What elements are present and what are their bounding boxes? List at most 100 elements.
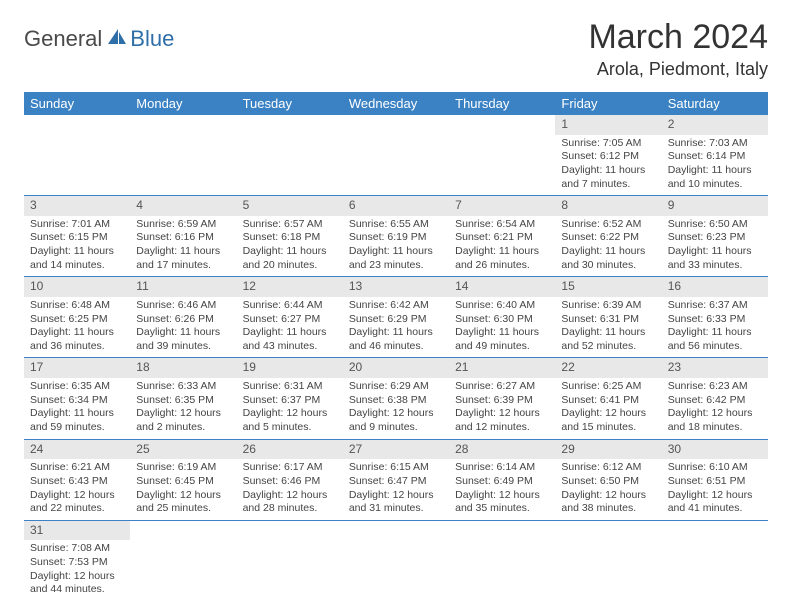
calendar-cell: [555, 520, 661, 601]
daylight-text: Daylight: 12 hours and 2 minutes.: [136, 407, 230, 434]
sunrise-text: Sunrise: 6:46 AM: [136, 299, 230, 313]
day-content: Sunrise: 6:12 AMSunset: 6:50 PMDaylight:…: [555, 459, 661, 520]
day-number: 9: [662, 196, 768, 216]
calendar-cell: 19Sunrise: 6:31 AMSunset: 6:37 PMDayligh…: [237, 358, 343, 439]
sunset-text: Sunset: 6:46 PM: [243, 475, 337, 489]
sunset-text: Sunset: 6:41 PM: [561, 394, 655, 408]
sunrise-text: Sunrise: 7:03 AM: [668, 137, 762, 151]
calendar-cell: 31Sunrise: 7:08 AMSunset: 7:53 PMDayligh…: [24, 520, 130, 601]
sunset-text: Sunset: 6:16 PM: [136, 231, 230, 245]
calendar-row: 31Sunrise: 7:08 AMSunset: 7:53 PMDayligh…: [24, 520, 768, 601]
daylight-text: Daylight: 12 hours and 41 minutes.: [668, 489, 762, 516]
sunrise-text: Sunrise: 6:15 AM: [349, 461, 443, 475]
day-content: Sunrise: 6:40 AMSunset: 6:30 PMDaylight:…: [449, 297, 555, 358]
calendar-cell: 18Sunrise: 6:33 AMSunset: 6:35 PMDayligh…: [130, 358, 236, 439]
calendar-cell: [237, 520, 343, 601]
day-content: Sunrise: 6:42 AMSunset: 6:29 PMDaylight:…: [343, 297, 449, 358]
calendar-cell: 1Sunrise: 7:05 AMSunset: 6:12 PMDaylight…: [555, 115, 661, 196]
sunset-text: Sunset: 6:14 PM: [668, 150, 762, 164]
calendar-table: SundayMondayTuesdayWednesdayThursdayFrid…: [24, 92, 768, 601]
day-number: 18: [130, 358, 236, 378]
day-number: 27: [343, 440, 449, 460]
day-number: 31: [24, 521, 130, 541]
day-content: Sunrise: 6:27 AMSunset: 6:39 PMDaylight:…: [449, 378, 555, 439]
daylight-text: Daylight: 11 hours and 49 minutes.: [455, 326, 549, 353]
calendar-cell: 17Sunrise: 6:35 AMSunset: 6:34 PMDayligh…: [24, 358, 130, 439]
sunset-text: Sunset: 6:30 PM: [455, 313, 549, 327]
calendar-cell: 28Sunrise: 6:14 AMSunset: 6:49 PMDayligh…: [449, 439, 555, 520]
daylight-text: Daylight: 12 hours and 25 minutes.: [136, 489, 230, 516]
weekday-header: Saturday: [662, 92, 768, 115]
day-content: Sunrise: 6:23 AMSunset: 6:42 PMDaylight:…: [662, 378, 768, 439]
sunrise-text: Sunrise: 6:57 AM: [243, 218, 337, 232]
sunset-text: Sunset: 6:51 PM: [668, 475, 762, 489]
day-number: 6: [343, 196, 449, 216]
sunset-text: Sunset: 6:29 PM: [349, 313, 443, 327]
daylight-text: Daylight: 11 hours and 56 minutes.: [668, 326, 762, 353]
sunset-text: Sunset: 6:25 PM: [30, 313, 124, 327]
day-number: 25: [130, 440, 236, 460]
daylight-text: Daylight: 12 hours and 44 minutes.: [30, 570, 124, 597]
daylight-text: Daylight: 11 hours and 17 minutes.: [136, 245, 230, 272]
sunset-text: Sunset: 6:45 PM: [136, 475, 230, 489]
day-content: Sunrise: 6:35 AMSunset: 6:34 PMDaylight:…: [24, 378, 130, 439]
calendar-head: SundayMondayTuesdayWednesdayThursdayFrid…: [24, 92, 768, 115]
sunset-text: Sunset: 6:49 PM: [455, 475, 549, 489]
daylight-text: Daylight: 12 hours and 5 minutes.: [243, 407, 337, 434]
sunrise-text: Sunrise: 6:17 AM: [243, 461, 337, 475]
daylight-text: Daylight: 12 hours and 22 minutes.: [30, 489, 124, 516]
sunrise-text: Sunrise: 7:01 AM: [30, 218, 124, 232]
calendar-body: 1Sunrise: 7:05 AMSunset: 6:12 PMDaylight…: [24, 115, 768, 601]
daylight-text: Daylight: 11 hours and 52 minutes.: [561, 326, 655, 353]
sunrise-text: Sunrise: 6:33 AM: [136, 380, 230, 394]
daylight-text: Daylight: 11 hours and 14 minutes.: [30, 245, 124, 272]
day-number: 5: [237, 196, 343, 216]
calendar-cell: [130, 115, 236, 196]
daylight-text: Daylight: 11 hours and 20 minutes.: [243, 245, 337, 272]
calendar-cell: [449, 520, 555, 601]
day-number: 20: [343, 358, 449, 378]
sunset-text: Sunset: 6:38 PM: [349, 394, 443, 408]
daylight-text: Daylight: 11 hours and 43 minutes.: [243, 326, 337, 353]
day-content: Sunrise: 6:39 AMSunset: 6:31 PMDaylight:…: [555, 297, 661, 358]
day-content: Sunrise: 6:33 AMSunset: 6:35 PMDaylight:…: [130, 378, 236, 439]
day-content: Sunrise: 6:29 AMSunset: 6:38 PMDaylight:…: [343, 378, 449, 439]
day-content: Sunrise: 6:46 AMSunset: 6:26 PMDaylight:…: [130, 297, 236, 358]
calendar-cell: [343, 520, 449, 601]
sunrise-text: Sunrise: 6:39 AM: [561, 299, 655, 313]
daylight-text: Daylight: 11 hours and 26 minutes.: [455, 245, 549, 272]
sunrise-text: Sunrise: 6:10 AM: [668, 461, 762, 475]
day-content: Sunrise: 6:59 AMSunset: 6:16 PMDaylight:…: [130, 216, 236, 277]
calendar-cell: 16Sunrise: 6:37 AMSunset: 6:33 PMDayligh…: [662, 277, 768, 358]
day-content: Sunrise: 6:52 AMSunset: 6:22 PMDaylight:…: [555, 216, 661, 277]
sunset-text: Sunset: 7:53 PM: [30, 556, 124, 570]
sunrise-text: Sunrise: 6:23 AM: [668, 380, 762, 394]
daylight-text: Daylight: 12 hours and 35 minutes.: [455, 489, 549, 516]
calendar-cell: [343, 115, 449, 196]
day-number: 15: [555, 277, 661, 297]
calendar-cell: 7Sunrise: 6:54 AMSunset: 6:21 PMDaylight…: [449, 196, 555, 277]
day-number: 28: [449, 440, 555, 460]
sunset-text: Sunset: 6:15 PM: [30, 231, 124, 245]
weekday-header: Friday: [555, 92, 661, 115]
daylight-text: Daylight: 12 hours and 12 minutes.: [455, 407, 549, 434]
calendar-cell: 22Sunrise: 6:25 AMSunset: 6:41 PMDayligh…: [555, 358, 661, 439]
day-number: 2: [662, 115, 768, 135]
daylight-text: Daylight: 11 hours and 59 minutes.: [30, 407, 124, 434]
sunset-text: Sunset: 6:22 PM: [561, 231, 655, 245]
day-content: Sunrise: 6:31 AMSunset: 6:37 PMDaylight:…: [237, 378, 343, 439]
logo: General Blue: [24, 26, 174, 52]
calendar-cell: 8Sunrise: 6:52 AMSunset: 6:22 PMDaylight…: [555, 196, 661, 277]
sunrise-text: Sunrise: 6:21 AM: [30, 461, 124, 475]
calendar-cell: 11Sunrise: 6:46 AMSunset: 6:26 PMDayligh…: [130, 277, 236, 358]
calendar-cell: 20Sunrise: 6:29 AMSunset: 6:38 PMDayligh…: [343, 358, 449, 439]
calendar-cell: 2Sunrise: 7:03 AMSunset: 6:14 PMDaylight…: [662, 115, 768, 196]
day-number: 19: [237, 358, 343, 378]
day-content: Sunrise: 6:21 AMSunset: 6:43 PMDaylight:…: [24, 459, 130, 520]
calendar-cell: 5Sunrise: 6:57 AMSunset: 6:18 PMDaylight…: [237, 196, 343, 277]
sunrise-text: Sunrise: 6:55 AM: [349, 218, 443, 232]
calendar-cell: 21Sunrise: 6:27 AMSunset: 6:39 PMDayligh…: [449, 358, 555, 439]
sunrise-text: Sunrise: 7:05 AM: [561, 137, 655, 151]
daylight-text: Daylight: 12 hours and 15 minutes.: [561, 407, 655, 434]
sunset-text: Sunset: 6:39 PM: [455, 394, 549, 408]
